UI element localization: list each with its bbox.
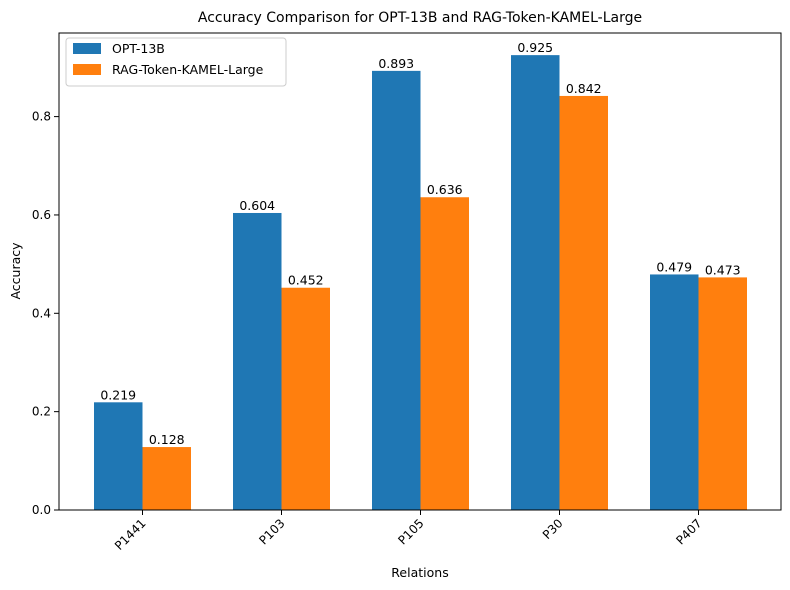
bar-opt-13b-p407 — [650, 274, 699, 510]
legend-label-rag-token-kamel-large: RAG-Token-KAMEL-Large — [112, 62, 264, 77]
legend-swatch-opt-13b — [73, 43, 101, 54]
x-tick-label-p103: P103 — [256, 516, 287, 547]
bar-value-label: 0.893 — [378, 56, 414, 71]
bar-rag-token-kamel-large-p103 — [281, 287, 330, 510]
bar-rag-token-kamel-large-p1441 — [142, 447, 191, 510]
bar-value-label: 0.219 — [100, 387, 136, 402]
bar-value-label: 0.842 — [566, 81, 602, 96]
bar-labels-group: 0.219 0.128 0.604 0.452 0.893 0.636 0.925 0.842… — [100, 40, 740, 447]
x-tick-label-p407: P407 — [673, 516, 704, 547]
legend-box — [65, 37, 287, 87]
bar-value-label: 0.604 — [239, 198, 275, 213]
bar-value-label: 0.452 — [288, 273, 324, 288]
legend: OPT-13B RAG-Token-KAMEL-Large — [65, 37, 287, 87]
legend-swatch-rag-token-kamel-large — [73, 64, 101, 75]
bar-rag-token-kamel-large-p30 — [559, 95, 608, 510]
bar-value-label: 0.925 — [517, 40, 553, 55]
y-axis-label: Accuracy — [8, 242, 23, 300]
bar-value-label: 0.473 — [705, 262, 741, 277]
y-tick-label: 0.2 — [32, 405, 51, 419]
y-tick-label: 0.8 — [32, 110, 51, 124]
bar-value-label: 0.479 — [656, 259, 692, 274]
bar-opt-13b-p103 — [233, 212, 282, 510]
bar-rag-token-kamel-large-p105 — [420, 197, 469, 510]
chart-title: Accuracy Comparison for OPT-13B and RAG-… — [198, 10, 642, 26]
x-tick-label-p1441: P1441 — [112, 516, 149, 553]
bar-rag-token-kamel-large-p407 — [698, 277, 747, 510]
x-tick-label-p30: P30 — [540, 516, 566, 542]
y-tick-label: 0.4 — [32, 306, 51, 320]
y-axis: 0.0 0.2 0.4 0.6 0.8 — [32, 110, 59, 517]
y-tick-label: 0.6 — [32, 208, 51, 222]
bar-opt-13b-p30 — [511, 55, 560, 510]
y-tick-label: 0.0 — [32, 503, 51, 517]
bar-opt-13b-p1441 — [94, 402, 143, 510]
bar-value-label: 0.128 — [149, 432, 185, 447]
bar-opt-13b-p105 — [372, 70, 421, 510]
x-axis: P1441 P103 P105 P30 P407 — [112, 510, 705, 553]
bar-value-label: 0.636 — [427, 182, 463, 197]
legend-label-opt-13b: OPT-13B — [112, 41, 165, 56]
x-tick-label-p105: P105 — [395, 516, 426, 547]
bars-group — [94, 55, 747, 510]
x-axis-label: Relations — [391, 565, 448, 580]
